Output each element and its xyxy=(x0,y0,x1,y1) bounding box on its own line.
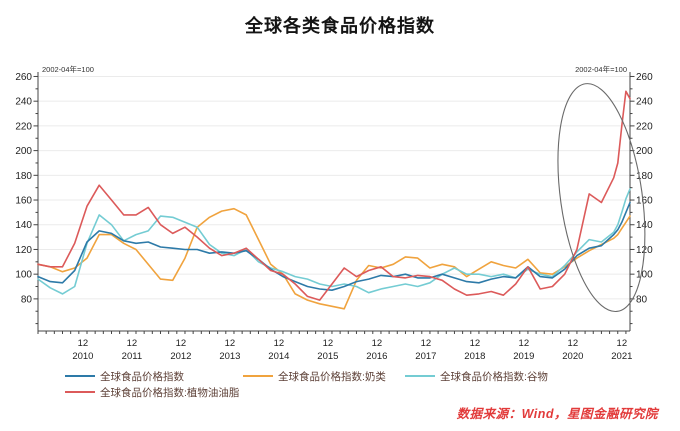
legend-item-vegoil: 全球食品价格指数:植物油油脂 xyxy=(65,385,239,399)
x-tick-label-month: 12 xyxy=(176,338,187,349)
y-tick-label: 80 xyxy=(636,294,648,305)
y-tick-label: 240 xyxy=(636,97,653,108)
legend-label-cereals: 全球食品价格指数:谷物 xyxy=(440,370,548,383)
y-tick-label: 160 xyxy=(15,196,32,207)
x-tick-label-month: 12 xyxy=(519,338,530,349)
x-tick-label-year: 2012 xyxy=(170,351,191,362)
x-tick-label-year: 2018 xyxy=(464,351,485,362)
x-tick-label-month: 12 xyxy=(323,338,334,349)
x-tick-label-year: 2015 xyxy=(317,351,338,362)
data-source: 数据来源：Wind，星图金融研究院 xyxy=(456,407,658,421)
base-period-note-right: 2002-04年=100 xyxy=(575,64,627,74)
x-tick-label-month: 12 xyxy=(274,338,285,349)
series-line-overall xyxy=(37,201,631,292)
y-tick-label: 260 xyxy=(636,72,653,83)
x-tick-label-year: 2017 xyxy=(415,351,436,362)
legend-label-overall: 全球食品价格指数 xyxy=(100,370,184,383)
y-tick-label: 200 xyxy=(15,146,32,157)
y-tick-label: 220 xyxy=(636,121,653,132)
legend-label-dairy: 全球食品价格指数:奶类 xyxy=(278,370,386,383)
x-tick-label-year: 2016 xyxy=(366,351,387,362)
series-line-dairy xyxy=(37,207,631,310)
legend-line-vegoil xyxy=(65,391,95,393)
y-tick-label: 220 xyxy=(15,121,32,132)
y-tick-label: 240 xyxy=(15,97,32,108)
legend-line-dairy xyxy=(243,375,273,377)
x-tick-label-year: 2020 xyxy=(562,351,583,362)
y-tick-label: 120 xyxy=(15,245,32,256)
x-tick-label-month: 12 xyxy=(617,338,628,349)
y-tick-label: 200 xyxy=(636,146,653,157)
x-tick-label-year: 2014 xyxy=(268,351,289,362)
x-tick-label-month: 12 xyxy=(225,338,236,349)
x-tick-label-month: 12 xyxy=(127,338,138,349)
x-tick-label-month: 12 xyxy=(421,338,432,349)
y-tick-label: 100 xyxy=(15,270,32,281)
legend-label-vegoil: 全球食品价格指数:植物油油脂 xyxy=(100,386,240,399)
y-tick-label: 160 xyxy=(636,196,653,207)
legend-item-dairy: 全球食品价格指数:奶类 xyxy=(243,369,386,383)
base-period-note-left: 2002-04年=100 xyxy=(42,64,94,74)
series-line-cereals xyxy=(37,188,631,295)
legend-line-cereals xyxy=(405,375,435,377)
x-tick-label-year: 2013 xyxy=(219,351,240,362)
legend-line-overall xyxy=(65,375,95,377)
chart-title: 全球各类食品价格指数 xyxy=(245,16,435,36)
y-tick-label: 140 xyxy=(15,220,32,231)
x-tick-label-year: 2011 xyxy=(122,351,142,362)
y-tick-label: 180 xyxy=(15,171,32,182)
y-tick-label: 260 xyxy=(15,72,32,83)
x-tick-label-month: 12 xyxy=(568,338,579,349)
x-tick-label-month: 12 xyxy=(372,338,383,349)
highlight-ellipse-annotation xyxy=(557,83,646,313)
x-tick-label-month: 12 xyxy=(78,338,89,349)
series-line-vegoil xyxy=(37,90,631,301)
legend-item-cereals: 全球食品价格指数:谷物 xyxy=(405,369,548,383)
y-tick-label: 80 xyxy=(21,294,33,305)
x-tick-label-year: 2010 xyxy=(72,351,93,362)
y-tick-label: 100 xyxy=(636,270,653,281)
x-tick-label-year: 2019 xyxy=(513,351,534,362)
y-tick-label: 180 xyxy=(636,171,653,182)
legend-item-overall: 全球食品价格指数 xyxy=(65,369,184,383)
x-tick-label-month: 12 xyxy=(470,338,481,349)
x-tick-label-year: 2021 xyxy=(611,351,632,362)
